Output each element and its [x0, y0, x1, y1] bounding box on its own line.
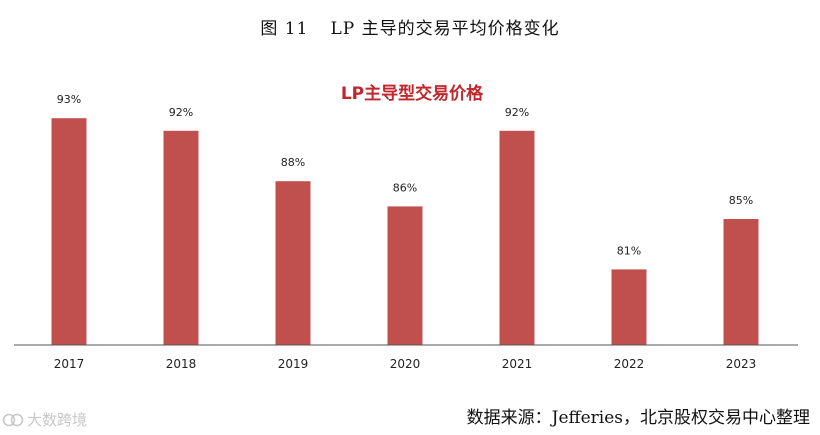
x-tick-labels-group: 2017 2018 2019 2020 2021 2022 2023: [54, 357, 757, 371]
bar-2023: [723, 219, 759, 345]
value-label-2023: 85%: [729, 194, 753, 207]
value-label-2019: 88%: [281, 156, 305, 169]
bar-2020: [387, 206, 423, 345]
bar-chart: LP主导型交易价格 93% 92% 88% 86% 92% 81% 85% 2017 2018…: [14, 83, 798, 371]
x-tick-label-2017: 2017: [54, 357, 85, 371]
bar-2021: [499, 130, 535, 345]
figure-title: 图 11 LP 主导的交易平均价格变化: [0, 14, 820, 39]
watermark: 大数跨境: [2, 409, 87, 430]
x-tick-label-2021: 2021: [502, 357, 533, 371]
value-label-2017: 93%: [57, 93, 81, 106]
source-note: 数据来源：Jefferies，北京股权交易中心整理: [466, 408, 810, 428]
x-tick-label-2019: 2019: [278, 357, 309, 371]
value-labels-group: 93% 92% 88% 86% 92% 81% 85%: [57, 93, 753, 257]
bar-2017: [51, 118, 87, 345]
bar-2019: [275, 181, 311, 345]
x-tick-label-2023: 2023: [726, 357, 757, 371]
bar-2022: [611, 269, 647, 345]
watermark-logo-icon: [2, 413, 24, 426]
figure-caption: LP 主导的交易平均价格变化: [330, 19, 560, 39]
bar-2018: [163, 130, 199, 345]
value-label-2021: 92%: [505, 106, 529, 119]
figure-number: 图 11: [260, 19, 309, 39]
bars-group: [51, 118, 759, 345]
x-tick-label-2022: 2022: [614, 357, 645, 371]
x-tick-label-2020: 2020: [390, 357, 421, 371]
value-label-2022: 81%: [617, 244, 641, 257]
value-label-2018: 92%: [169, 106, 193, 119]
value-label-2020: 86%: [393, 181, 417, 194]
chart-title: LP主导型交易价格: [341, 83, 484, 104]
watermark-text: 大数跨境: [27, 411, 88, 429]
x-tick-label-2018: 2018: [166, 357, 197, 371]
